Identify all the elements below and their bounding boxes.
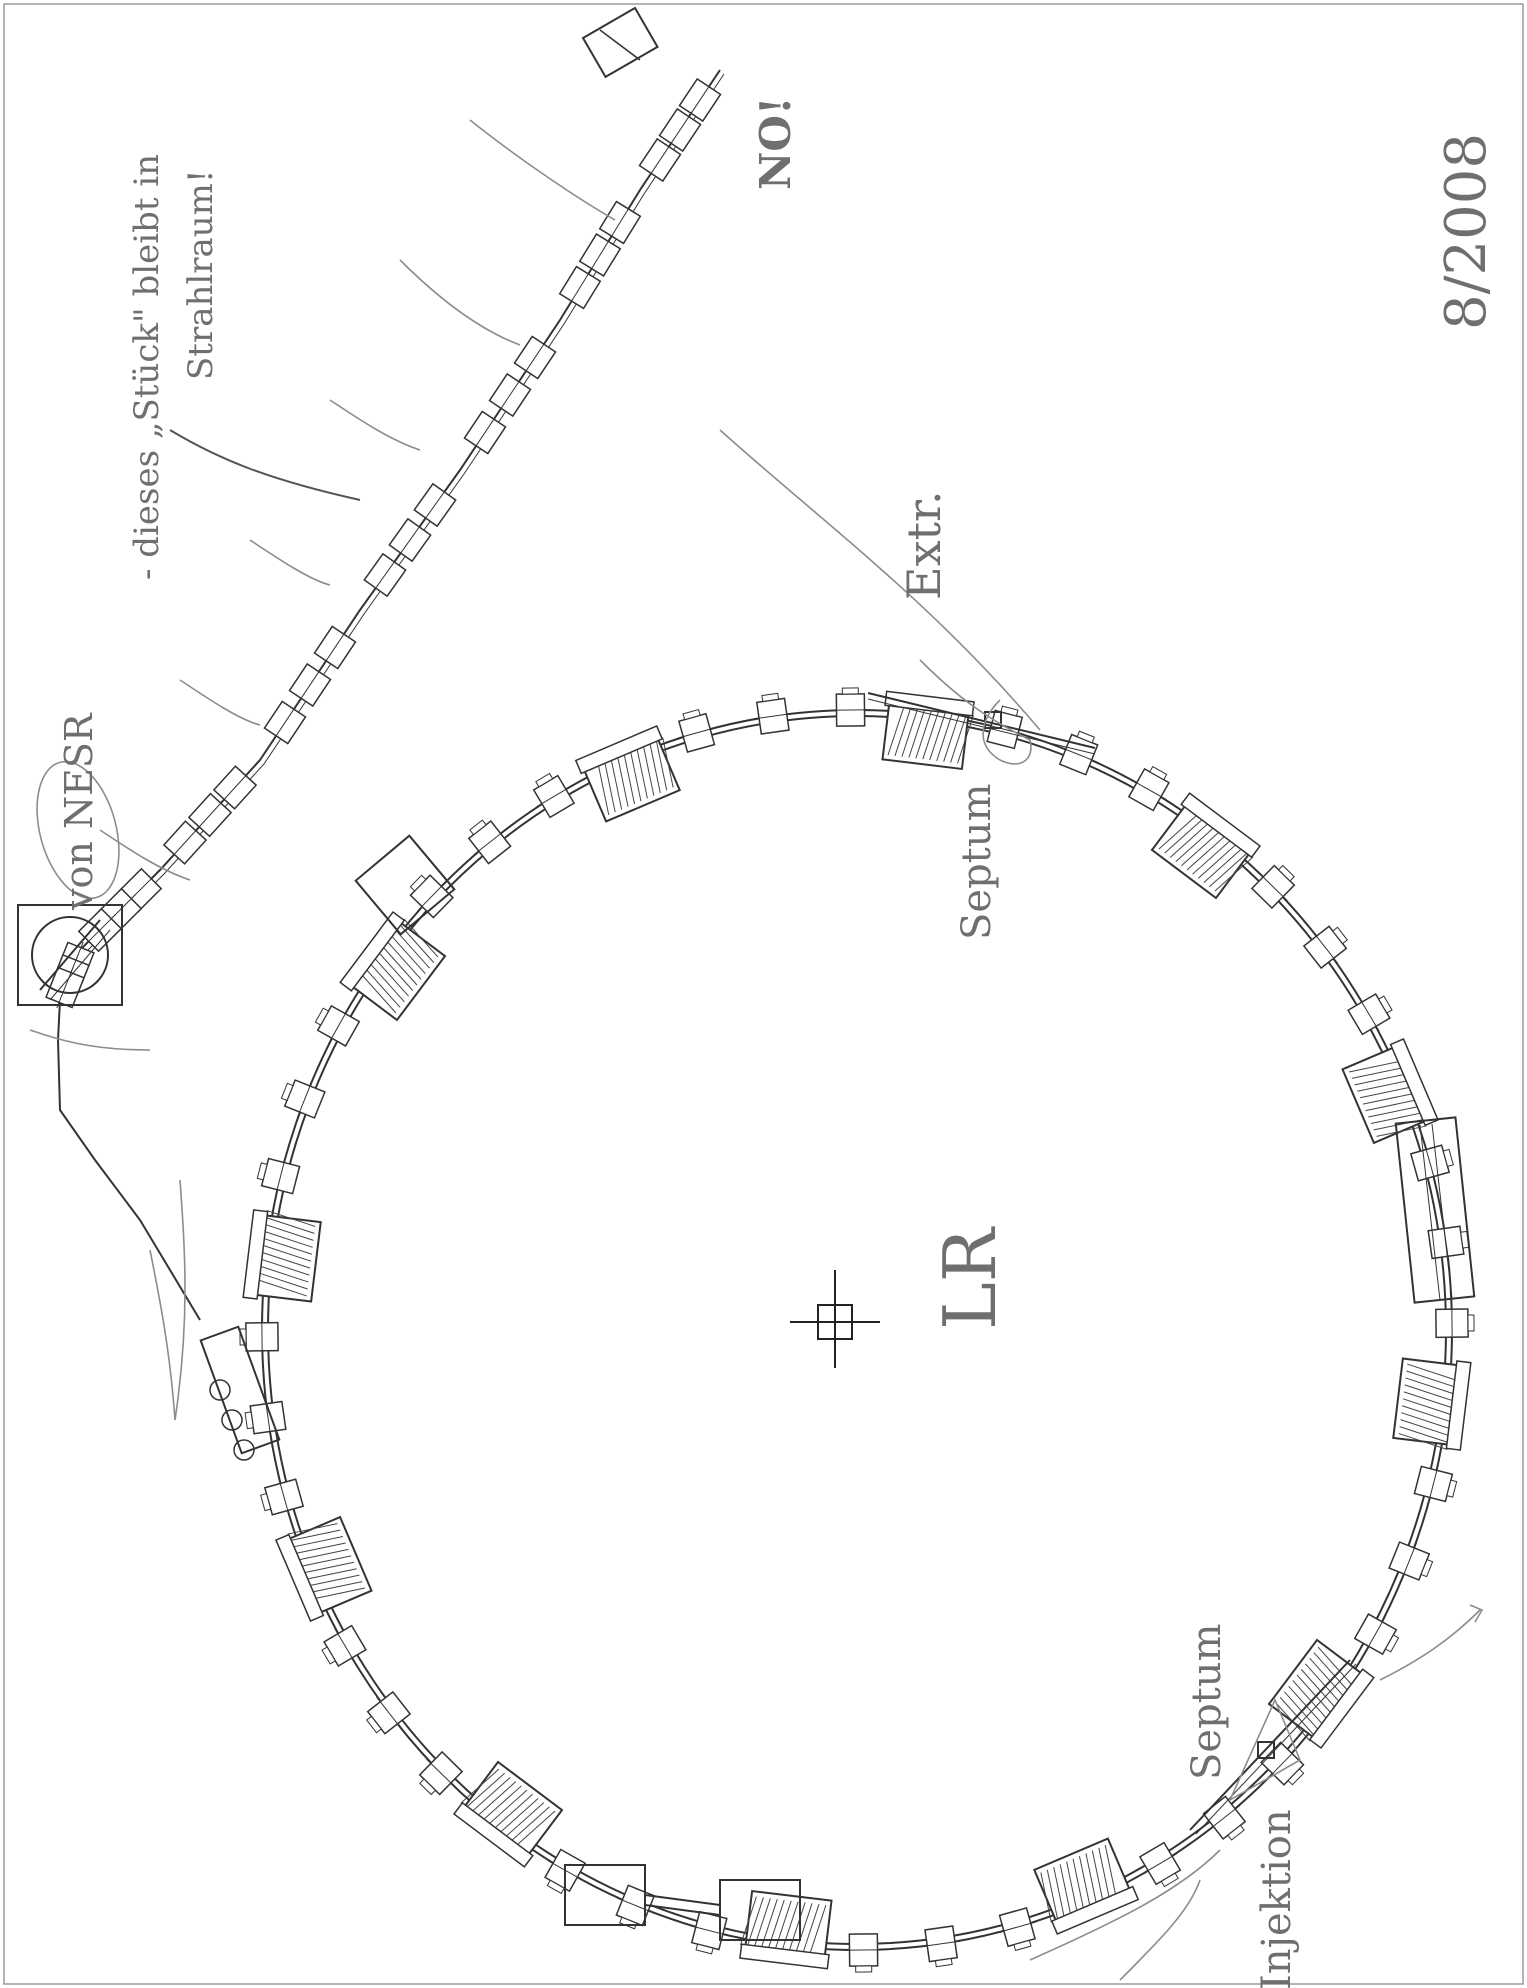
beamline-quadrupole [413, 482, 457, 528]
septum-extraction-label: Septum [954, 784, 1000, 940]
ring-quadrupole [321, 1624, 367, 1668]
ring-dipole-magnet [274, 1515, 373, 1623]
beamline-quadrupole [598, 200, 642, 245]
ring-quadrupole [365, 1690, 412, 1735]
injection-septum-line [1189, 1659, 1357, 1835]
ring-dipole-magnet [739, 1889, 833, 1970]
ring-dipole-magnet [1267, 1638, 1375, 1750]
ring-quadrupole [409, 874, 454, 919]
ring-elements [239, 687, 1475, 1973]
beamline-quadrupole [263, 700, 307, 745]
note-line-2: Strahlraum! [181, 169, 221, 380]
ring-dipole-magnet [1392, 1357, 1472, 1451]
beamline-quadrupole [77, 907, 123, 953]
ring-quadrupole [1353, 1613, 1400, 1656]
ring-quadrupole [260, 1477, 305, 1517]
ring-quadrupole [1058, 730, 1099, 776]
ring-dipole-magnet [1341, 1037, 1440, 1145]
ring-quadrupole [1127, 765, 1170, 812]
ring-quadrupole [985, 705, 1025, 750]
injection-label: Injektion [1254, 1809, 1300, 1988]
from-nesr-label: von NESR [57, 712, 101, 911]
ring-quadrupole [1388, 1541, 1434, 1581]
pencil-marks [29, 119, 1484, 1981]
note-line-1: - dieses „Stück" bleibt in [127, 154, 167, 580]
no-label: NO! [751, 97, 800, 190]
ring-straight-section-right [1394, 1116, 1476, 1304]
beamline-dipole-top [581, 6, 659, 79]
ring-dipole-magnet [574, 724, 682, 823]
ring-dipole-magnet [242, 1209, 322, 1303]
ring-quadrupole [677, 708, 717, 753]
ring-dipole-magnet [881, 690, 975, 771]
beamline-quadrupole [363, 552, 407, 598]
beamline-quadrupole [45, 966, 85, 1009]
beamline-quadrupole [513, 335, 557, 380]
ring-quadrupole [753, 692, 793, 735]
ring-quadrupole [1250, 864, 1296, 910]
ring-straight-section-top-left [354, 834, 456, 936]
ring-quadrupole [843, 1933, 884, 1973]
beamline-switching-dipole [17, 904, 123, 1006]
ring-quadrupole [532, 772, 576, 819]
ring-quadrupole [921, 1925, 961, 1968]
ring-quadrupole [1347, 992, 1393, 1036]
ring-center-marker [790, 1270, 880, 1368]
ring-quadrupole [997, 1907, 1037, 1952]
center-label: LR [928, 1226, 1012, 1330]
ring-quadrupole [239, 1316, 279, 1357]
beamline-quadrupole [313, 625, 357, 670]
ring-quadrupole [314, 1004, 361, 1047]
ring-quadrupole [1260, 1741, 1305, 1786]
ring-quadrupole [830, 687, 871, 727]
ring-rf-section-left [199, 1325, 281, 1461]
ring-quadrupole [418, 1750, 464, 1796]
ring-quadrupole [467, 819, 512, 865]
ring-quadrupole [256, 1156, 301, 1196]
ring-dipole-magnet [339, 910, 447, 1022]
ring-quadrupole [1413, 1464, 1458, 1504]
beamline-quadrupole [488, 372, 532, 418]
beamline-quadrupole [162, 820, 208, 865]
ring-dipole-magnet [1150, 792, 1262, 900]
date-label: 8/2008 [1434, 133, 1499, 330]
septum-injection-label: Septum [1184, 1624, 1230, 1780]
ring-dipole-magnet [1032, 1837, 1140, 1936]
ring-dipole-magnet [452, 1760, 564, 1868]
beamline-elements [45, 77, 722, 1009]
ring-quadrupole [1302, 925, 1349, 970]
beamline-quadrupole [463, 410, 507, 455]
ring-quadrupole [244, 1397, 287, 1438]
extraction-label: Extr. [897, 490, 951, 600]
ring-quadrupole [1435, 1303, 1475, 1344]
ring-quadrupole [1202, 1795, 1247, 1841]
beamline-quadrupole [578, 233, 622, 277]
beamline-quadrupole [288, 662, 332, 708]
ring-quadrupole [1138, 1841, 1182, 1888]
beamline-quadrupole [558, 265, 602, 310]
ring-straight-section-bottom [564, 1864, 801, 1941]
beamline-quadrupole [388, 517, 432, 563]
ring-quadrupole [1409, 1143, 1454, 1183]
beamline-quadrupole [638, 137, 682, 183]
sheet-border [3, 3, 1524, 1985]
extraction-septum-line [867, 692, 1096, 755]
ring-quadrupole [280, 1079, 326, 1119]
ring-quadrupole [689, 1910, 729, 1955]
